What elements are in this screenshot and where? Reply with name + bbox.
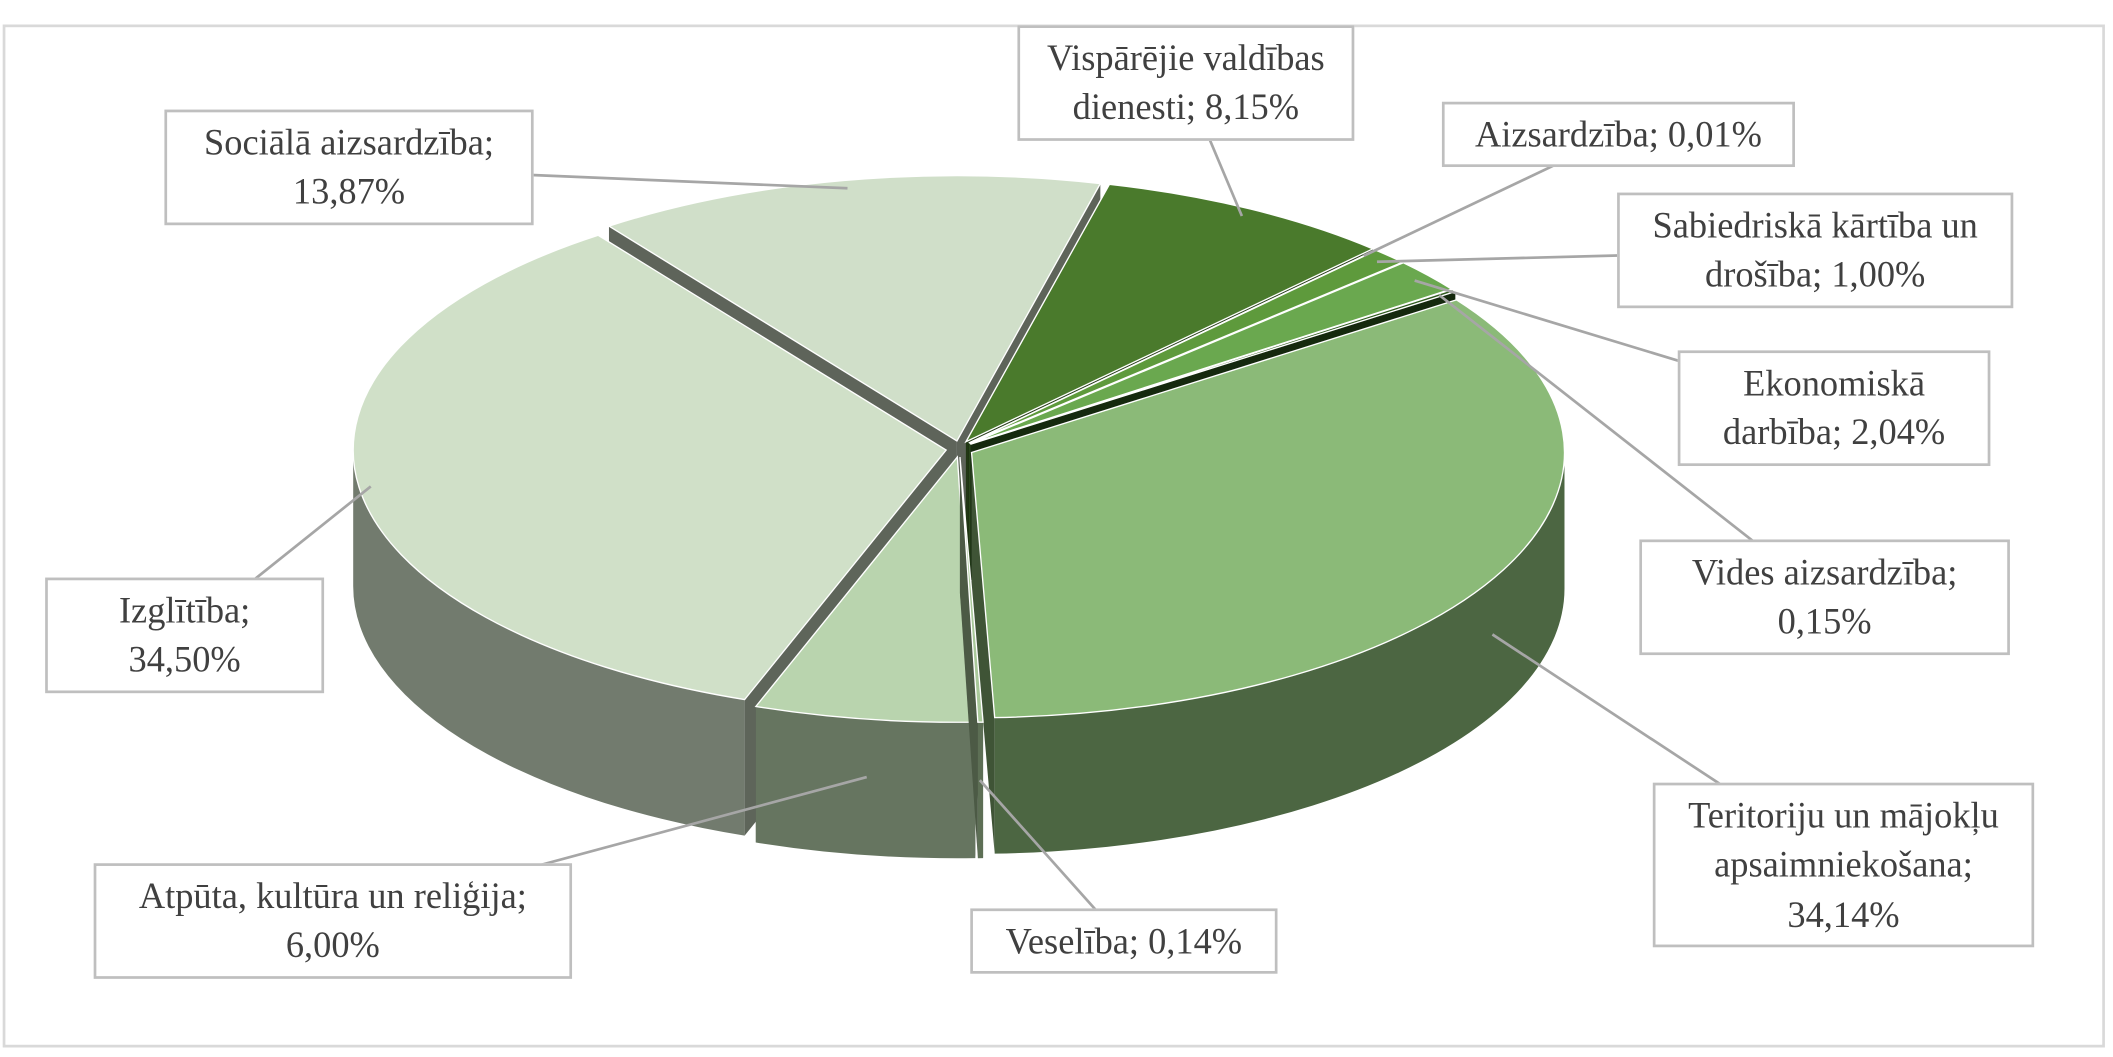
slice-side <box>353 450 745 836</box>
slice <box>754 455 976 723</box>
slice-side <box>977 722 984 859</box>
data-label: Sabiedriskā kārtība un drošība; 1,00% <box>1617 192 2014 309</box>
slice <box>352 234 948 701</box>
data-label: Ekonomiskā darbība; 2,04% <box>1677 350 1991 466</box>
data-label: Izglītība; 34,50% <box>45 577 325 694</box>
data-label: Atpūta, kultūra un reliģija; 6,00% <box>93 863 573 979</box>
slice <box>607 174 1102 442</box>
data-label: Veselība; 0,14% <box>970 908 1278 975</box>
slice-wall <box>959 457 978 859</box>
slice-side <box>994 452 1565 854</box>
slice <box>970 288 1457 445</box>
data-label: Aizsardzība; 0,01% <box>1441 101 1795 168</box>
slice-side <box>755 706 976 859</box>
slice <box>964 183 1375 444</box>
slice-wall <box>971 452 995 854</box>
data-label: Vispārējie valdības dienesti; 8,15% <box>1017 25 1355 141</box>
data-label: Sociālā aizsardzība; 13,87% <box>164 109 534 226</box>
data-label: Teritoriju un mājokļu apsaimniekošana; 3… <box>1652 782 2035 948</box>
slice <box>959 457 984 723</box>
data-label: Vides aizsardzība; 0,15% <box>1639 539 2010 655</box>
